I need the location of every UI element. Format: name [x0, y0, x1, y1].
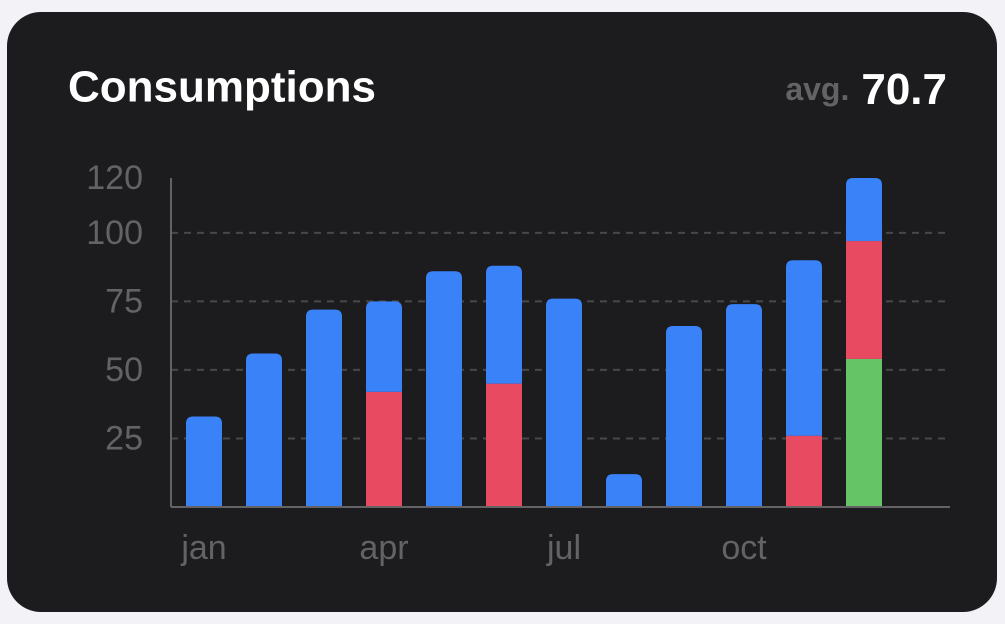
bar-segment: [186, 416, 222, 507]
bar-segment: [366, 301, 402, 392]
avg-value: 70.7: [861, 65, 947, 114]
average: avg. 70.7: [785, 65, 947, 114]
bar-segment: [786, 260, 822, 436]
bar-segment: [246, 353, 282, 507]
y-tick-label: 50: [105, 351, 143, 389]
bar-segment: [666, 326, 702, 507]
x-tick-label: jan: [180, 529, 226, 567]
bar-segment: [486, 383, 522, 507]
bar-segment: [426, 271, 462, 507]
y-tick-label: 120: [86, 159, 143, 197]
x-tick-label: oct: [721, 529, 767, 567]
x-tick-label: jul: [546, 529, 581, 567]
bar-segment: [306, 309, 342, 507]
bar-segment: [366, 391, 402, 507]
bar-segment: [846, 241, 882, 359]
avg-label: avg.: [785, 71, 849, 107]
bar-segment: [546, 298, 582, 507]
y-tick-label: 100: [86, 214, 143, 252]
bar-segment: [726, 304, 762, 507]
bar-segment: [846, 358, 882, 507]
chart-title: Consumptions: [68, 63, 376, 112]
bar-segment: [606, 474, 642, 507]
bar-segment: [786, 435, 822, 507]
y-tick-label: 25: [105, 419, 143, 457]
bar-segment: [846, 178, 882, 242]
x-tick-label: apr: [359, 529, 408, 567]
bar-segment: [486, 265, 522, 384]
y-tick-label: 75: [105, 282, 143, 320]
